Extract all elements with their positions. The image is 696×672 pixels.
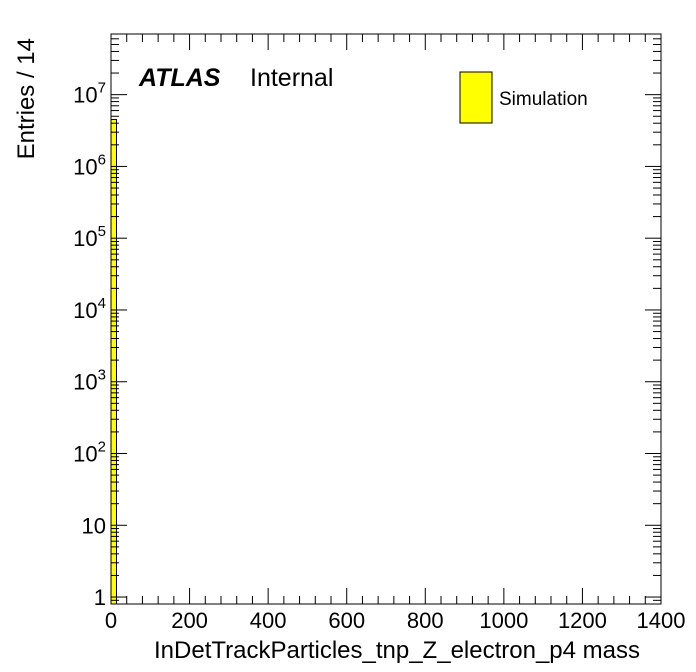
atlas-label: ATLAS <box>138 64 221 92</box>
legend-label-simulation: Simulation <box>499 89 588 110</box>
histogram-bar <box>111 119 117 605</box>
x-tick-labels: 0 200 400 600 800 1000 1200 1400 <box>105 608 686 633</box>
x-tick-label: 200 <box>171 608 208 633</box>
y-tick-label: 105 <box>73 223 106 251</box>
x-tick-label: 1000 <box>479 608 528 633</box>
x-axis-title: InDetTrackParticles_tnp_Z_electron_p4 ma… <box>154 637 640 664</box>
x-tick-label: 1200 <box>558 608 607 633</box>
y-tick-label: 1 <box>94 585 106 610</box>
y-tick-label: 104 <box>73 295 106 323</box>
y-tick-labels: 1 10 102 103 104 105 106 107 <box>73 80 106 610</box>
y-axis-title: Entries / 14 <box>13 38 40 159</box>
x-tick-label: 0 <box>105 608 117 633</box>
plot-frame <box>110 33 662 605</box>
axis-ticks <box>110 33 662 605</box>
y-tick-label: 106 <box>73 151 106 179</box>
y-tick-label: 107 <box>73 80 106 108</box>
atlas-status-label: Internal <box>250 64 333 92</box>
x-tick-label: 600 <box>328 608 365 633</box>
legend-swatch-simulation <box>459 71 493 124</box>
y-tick-label: 10 <box>82 513 106 538</box>
y-tick-label: 103 <box>73 367 106 395</box>
x-tick-label: 400 <box>250 608 287 633</box>
x-tick-label: 800 <box>407 608 444 633</box>
histogram-bars <box>110 119 117 605</box>
x-tick-label: 1400 <box>637 608 686 633</box>
legend: Simulation <box>459 71 588 124</box>
y-tick-label: 102 <box>73 439 106 467</box>
